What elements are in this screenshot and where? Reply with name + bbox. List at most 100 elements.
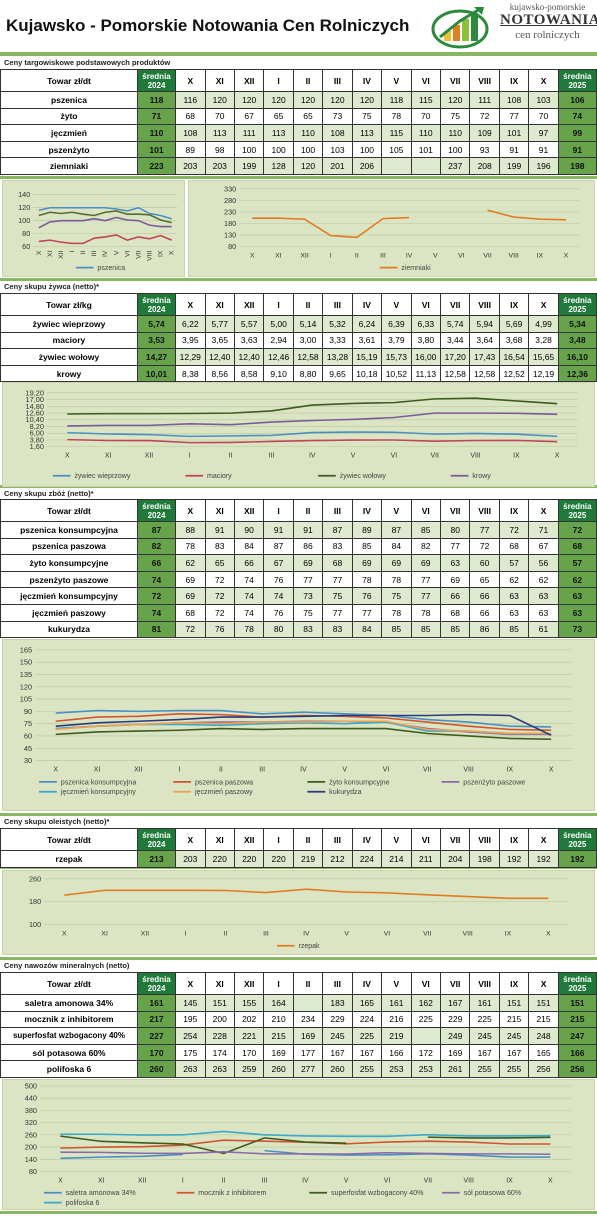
y-tick-label: 105 — [20, 695, 32, 704]
price-cell: 100 — [351, 140, 383, 159]
avg-2024-value: 74 — [136, 570, 177, 589]
price-cell: 78 — [233, 620, 265, 639]
avg-header: średnia 2025 — [557, 828, 597, 851]
price-cell: 220 — [204, 850, 235, 868]
avg-2024-value: 72 — [136, 587, 177, 605]
x-tick-label: VIII — [463, 766, 473, 773]
price-cell: 70 — [528, 107, 559, 126]
price-cell: 65 — [204, 554, 235, 572]
section-divider — [0, 278, 597, 281]
x-tick-label: X — [58, 1177, 63, 1184]
price-cell: 85 — [351, 537, 383, 556]
price-cell: 15,73 — [381, 348, 412, 366]
month-header: II — [292, 972, 324, 995]
price-cell: 82 — [410, 537, 442, 556]
avg-2025-value: 16,10 — [557, 348, 597, 366]
price-cell: 87 — [263, 537, 294, 556]
price-cell: 260 — [322, 1060, 353, 1078]
x-tick-label: VI — [383, 766, 390, 773]
x-tick-label: X — [36, 250, 43, 255]
x-tick-label: VII — [423, 766, 432, 773]
avg-2025-value: 68 — [557, 537, 597, 556]
series-line — [60, 1130, 551, 1138]
price-cell: 169 — [292, 1027, 324, 1045]
x-tick-label: III — [259, 766, 265, 773]
chart-svg: 1,603,806,008,2010,4012,6014,8017,0019,2… — [26, 388, 578, 480]
y-tick-label: 30 — [24, 756, 32, 765]
avg-2025-value: 62 — [557, 570, 597, 589]
legend-label: pszenica konsumpcyjna — [61, 778, 137, 786]
avg-2025-value: 3,48 — [557, 331, 597, 350]
product-name: jęczmień konsumpcyjny — [0, 587, 138, 605]
section-label: Ceny skupu zbóż (netto)* — [4, 489, 94, 498]
avg-header: średnia 2025 — [557, 972, 597, 995]
logo-line-1: kujawsko-pomorskie — [509, 2, 586, 12]
avg-2025-value: 74 — [557, 107, 597, 126]
price-cell: 108 — [322, 124, 353, 142]
price-cell: 128 — [263, 157, 294, 175]
price-cell: 167 — [498, 1043, 530, 1062]
product-name: żywiec wieprzowy — [0, 315, 138, 333]
product-name: rzepak — [0, 850, 138, 868]
y-tick-label: 120 — [20, 682, 32, 691]
y-tick-label: 100 — [29, 920, 41, 929]
price-cell: 91 — [263, 521, 294, 539]
price-cell — [410, 157, 442, 175]
price-cell: 85 — [410, 521, 442, 539]
y-tick-label: 90 — [24, 707, 32, 716]
month-header: IV — [351, 499, 383, 522]
legend-label: żyto konsumpcyjne — [329, 778, 390, 786]
table-row: mocznik z inhibitorem 217 195 200 202 210 234 2… — [0, 1010, 597, 1029]
product-name: żywiec wołowy — [0, 348, 138, 366]
price-cell: 245 — [498, 1027, 530, 1045]
price-cell: 103 — [528, 91, 559, 109]
x-tick-label: XI — [94, 766, 101, 773]
table-row: pszenżyto paszowe 74 69 72 74 76 77 77 78 78 77 69 6… — [0, 570, 597, 589]
price-table: Towar zł/dt średnia 2024 X XI XII I II III IV V VI V… — [0, 972, 597, 1078]
price-cell: 111 — [233, 124, 265, 142]
price-cell: 162 — [410, 994, 442, 1012]
price-cell: 3,64 — [469, 331, 500, 350]
price-cell: 225 — [469, 1010, 500, 1029]
month-header: VIII — [469, 499, 500, 522]
section-divider — [0, 813, 597, 816]
price-cell: 224 — [351, 850, 383, 868]
price-cell: 65 — [263, 107, 294, 126]
price-cell: 255 — [498, 1060, 530, 1078]
table-row: ziemniaki 223 203 203 199 128 120 201 206 237 208 1… — [0, 157, 597, 175]
price-cell: 89 — [351, 521, 383, 539]
y-tick-label: 135 — [20, 670, 32, 679]
x-tick-label: X — [62, 930, 67, 937]
unit-header: Towar zł/dt — [0, 499, 138, 522]
month-header: XII — [233, 293, 265, 316]
price-cell: 74 — [233, 570, 265, 589]
avg-2024-value: 66 — [136, 554, 177, 572]
price-cell: 161 — [381, 994, 412, 1012]
y-tick-label: 80 — [29, 1167, 37, 1176]
x-tick-label: II — [229, 453, 233, 460]
price-cell: 68 — [175, 107, 206, 126]
month-header: XII — [233, 499, 265, 522]
x-tick-label: VI — [384, 1177, 391, 1184]
x-tick-label: III — [263, 930, 269, 937]
legend-label: sól potasowa 60% — [464, 1189, 522, 1197]
price-cell: 91 — [528, 140, 559, 159]
price-cell: 84 — [233, 537, 265, 556]
price-cell: 199 — [498, 157, 530, 175]
price-cell: 183 — [322, 994, 353, 1012]
price-cell: 120 — [233, 91, 265, 109]
series-line — [55, 709, 552, 728]
series-line — [38, 216, 172, 229]
price-cell: 248 — [528, 1027, 559, 1045]
page-title: Kujawsko - Pomorskie Notowania Cen Rolni… — [6, 16, 410, 35]
table-row: rzepak 213 203 220 220 220 219 212 224 214 211 204 1… — [0, 850, 597, 868]
table-row: jęczmień 110 108 113 111 113 110 108 113 115 110 11… — [0, 124, 597, 142]
logo-line-2: NOTOWANIA — [500, 12, 597, 28]
price-cell: 174 — [204, 1043, 235, 1062]
table-row: pszenica 118 116 120 120 120 120 120 120 118 115 12… — [0, 91, 597, 109]
avg-header-year: 2025 — [568, 839, 587, 849]
y-tick-label: 17,00 — [26, 395, 44, 404]
table-row: żyto 71 68 70 67 65 65 73 75 78 70 75 72 77 70 74 — [0, 107, 597, 126]
price-cell: 3,79 — [381, 331, 412, 350]
price-cell: 60 — [469, 554, 500, 572]
